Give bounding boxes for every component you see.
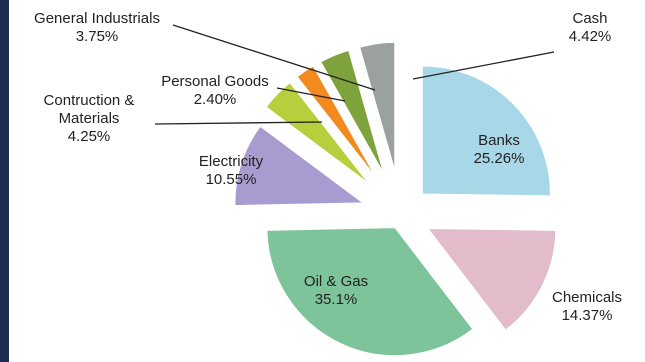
slice-label-personal-goods: Personal Goods 2.40% xyxy=(161,73,269,108)
pie-slice-personal-goods xyxy=(296,65,377,178)
slice-label-banks: Banks 25.26% xyxy=(474,132,525,167)
pie-slice-cash xyxy=(359,41,396,171)
slice-label-general-industrials: General Industrials 3.75% xyxy=(34,10,160,45)
leader-line-contruction-materials xyxy=(154,121,323,125)
slice-label-chemicals: Chemicals 14.37% xyxy=(552,289,622,324)
slice-label-contruction-materials: Contruction & Materials 4.25% xyxy=(44,92,135,145)
leader-line-general-industrials xyxy=(172,24,376,91)
pie-slice-chemicals xyxy=(426,227,557,331)
slice-label-electricity: Electricity 10.55% xyxy=(199,153,264,188)
slice-label-oil-gas: Oil & Gas 35.1% xyxy=(304,273,368,308)
chart-frame: Banks 25.26% Chemicals 14.37% Oil & Gas 35.1%… xyxy=(9,0,645,362)
leader-line-cash xyxy=(412,51,555,80)
pie-slice-general-industrials xyxy=(320,49,385,174)
pie-slice-contruction-materials xyxy=(265,81,370,184)
slice-label-cash: Cash 4.42% xyxy=(569,10,612,45)
pie-slice-electricity xyxy=(234,125,365,207)
pie-chart: Banks 25.26% Chemicals 14.37% Oil & Gas 35.1%… xyxy=(34,10,622,357)
pie-slice-banks xyxy=(421,65,551,197)
leader-line-personal-goods xyxy=(276,87,346,102)
pie-slice-oil-gas xyxy=(266,227,474,357)
